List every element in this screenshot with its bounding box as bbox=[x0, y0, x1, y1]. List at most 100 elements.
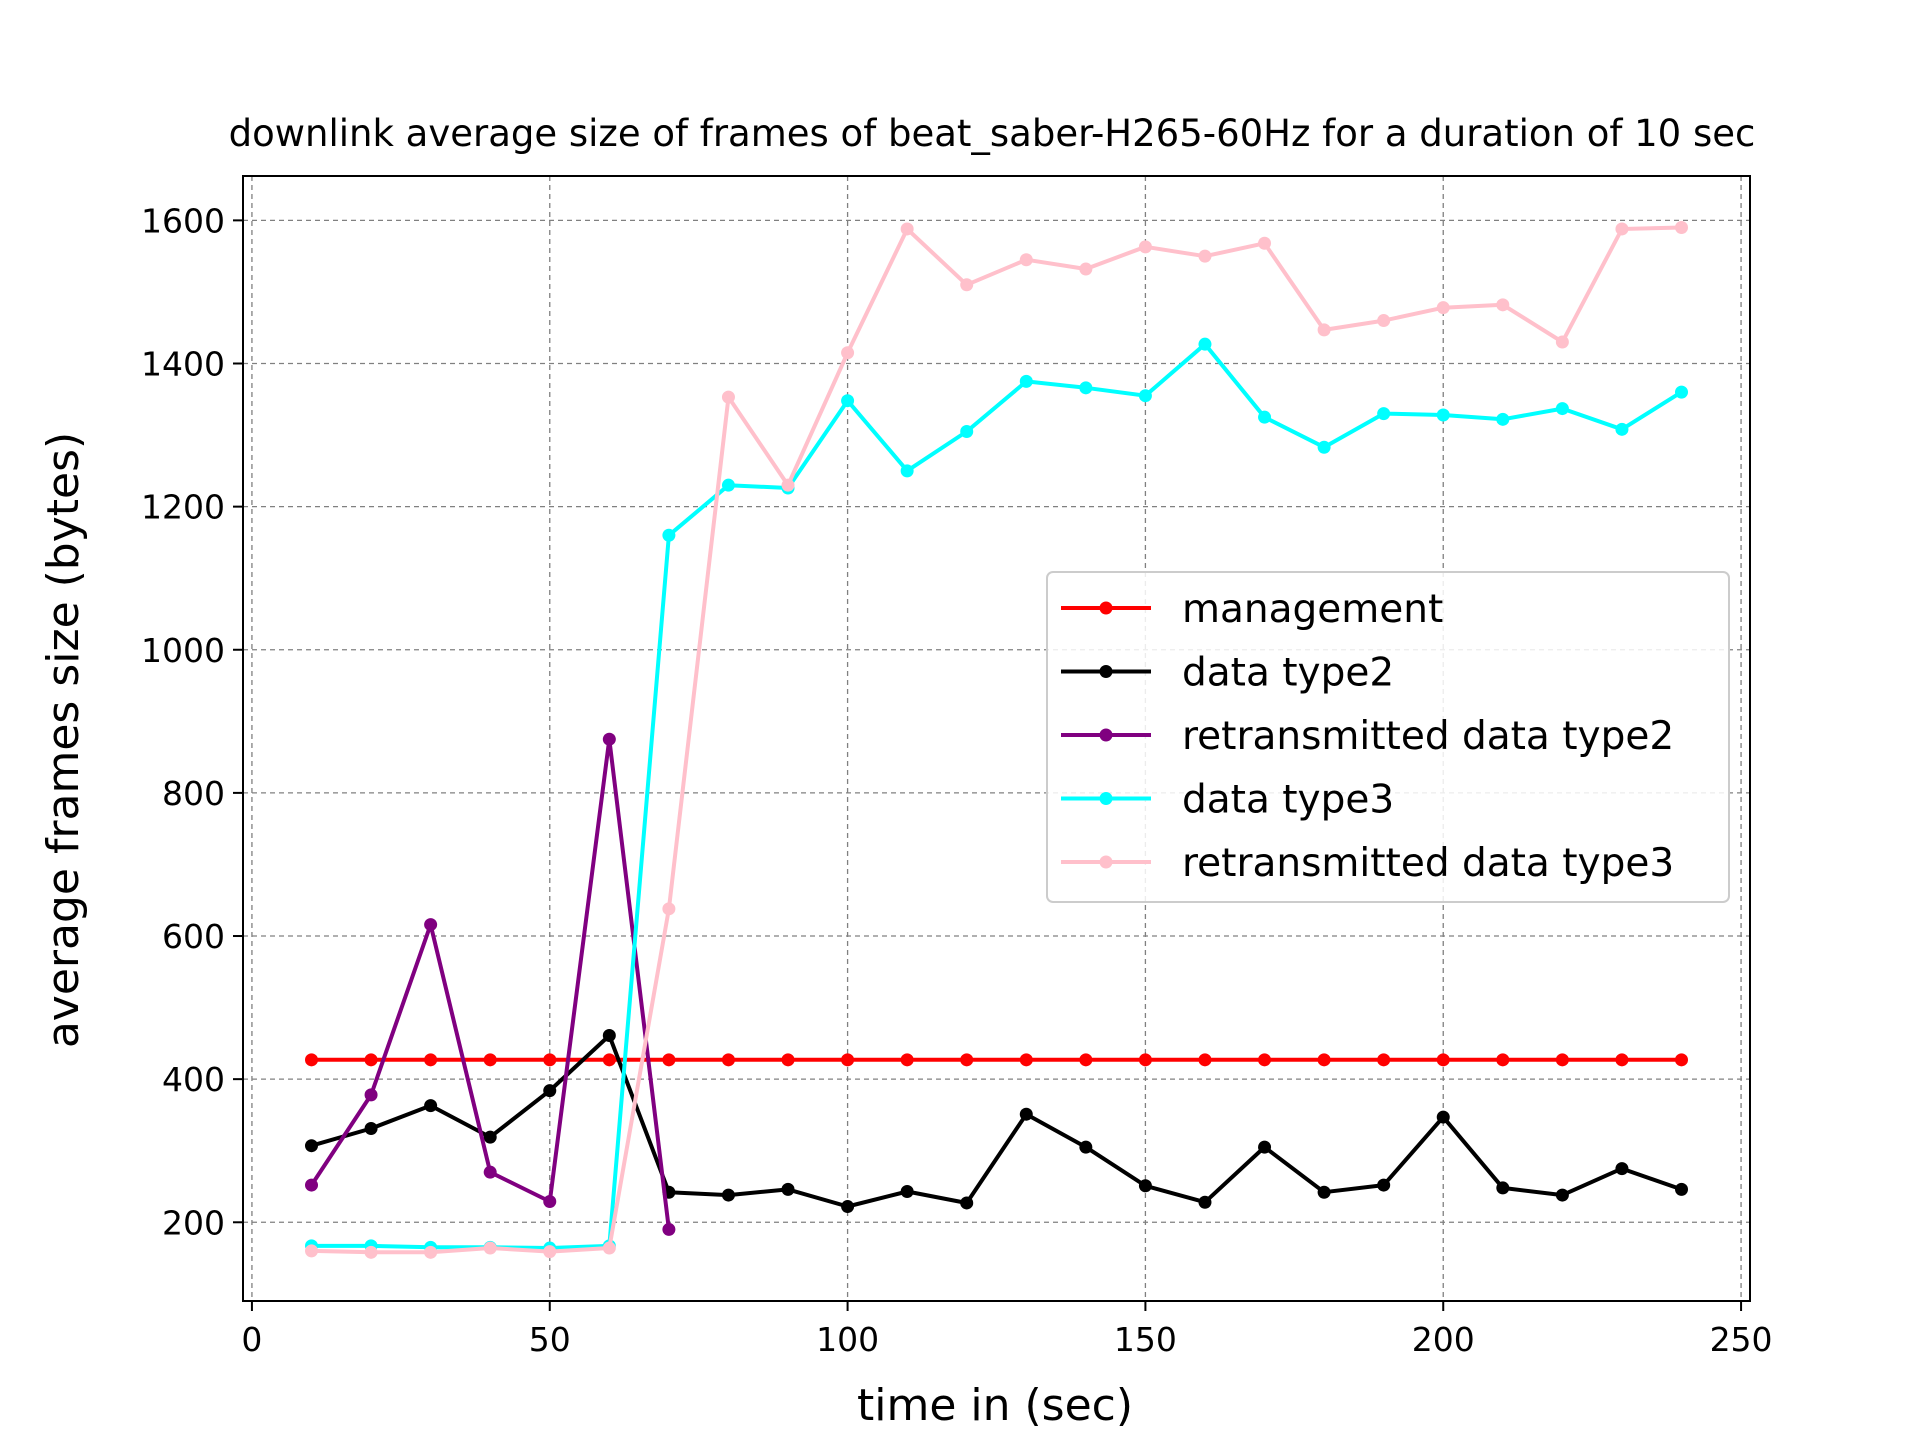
data-point bbox=[1555, 402, 1569, 416]
data-point bbox=[1555, 335, 1569, 349]
y-tick-label: 1000 bbox=[141, 631, 225, 670]
data-point bbox=[1019, 1107, 1033, 1121]
data-point bbox=[364, 1245, 378, 1259]
legend-swatch-marker bbox=[1099, 855, 1113, 869]
data-point bbox=[1198, 1195, 1212, 1209]
data-point bbox=[1258, 1140, 1272, 1154]
data-point bbox=[1496, 1053, 1510, 1067]
series-0 bbox=[305, 1053, 1688, 1067]
data-point bbox=[721, 390, 735, 404]
data-point bbox=[1436, 408, 1450, 422]
series-4 bbox=[305, 221, 1688, 1259]
data-point bbox=[602, 732, 616, 746]
data-point bbox=[364, 1122, 378, 1136]
legend-box bbox=[1046, 571, 1730, 903]
legend-entry: data type3 bbox=[1061, 778, 1394, 823]
data-point bbox=[543, 1245, 557, 1259]
series-1 bbox=[305, 1028, 1688, 1214]
data-point bbox=[602, 1053, 616, 1067]
series-line bbox=[311, 225, 1682, 1255]
data-point bbox=[483, 1130, 497, 1144]
y-tick-label: 600 bbox=[162, 917, 225, 956]
data-point bbox=[1615, 222, 1629, 236]
plot-frame bbox=[242, 175, 1751, 1302]
series-line bbox=[311, 342, 1683, 1250]
x-axis-title: time in (sec) bbox=[857, 1380, 1133, 1431]
data-point bbox=[1675, 221, 1688, 235]
data-point bbox=[841, 1200, 855, 1214]
data-point bbox=[1675, 385, 1688, 399]
data-point bbox=[1555, 1188, 1569, 1202]
data-point bbox=[483, 1165, 497, 1179]
y-tick-label: 400 bbox=[162, 1060, 225, 1099]
data-point bbox=[1198, 337, 1212, 351]
data-point bbox=[364, 1053, 378, 1067]
data-point bbox=[1615, 1053, 1629, 1067]
data-point bbox=[1019, 374, 1033, 388]
data-point bbox=[305, 1053, 318, 1067]
data-point bbox=[1317, 1185, 1331, 1199]
y-tick-label: 800 bbox=[162, 774, 225, 813]
data-point bbox=[1317, 323, 1331, 337]
x-tick-label: 150 bbox=[1114, 1320, 1177, 1359]
data-point bbox=[1138, 240, 1152, 254]
data-point bbox=[424, 1245, 438, 1259]
data-point bbox=[900, 222, 914, 236]
data-point bbox=[602, 1028, 616, 1042]
data-point bbox=[960, 278, 974, 292]
data-point bbox=[1198, 249, 1212, 263]
data-point bbox=[1138, 1053, 1152, 1067]
data-point bbox=[1258, 236, 1272, 250]
y-axis-title: average frames size (bytes) bbox=[38, 432, 89, 1048]
data-point bbox=[781, 478, 795, 492]
legend-label: retransmitted data type3 bbox=[1182, 841, 1674, 886]
data-point bbox=[1615, 422, 1629, 436]
data-point bbox=[662, 528, 676, 542]
data-point bbox=[1377, 407, 1391, 421]
data-point bbox=[424, 918, 438, 932]
data-point bbox=[841, 346, 855, 360]
legend-swatch-marker bbox=[1099, 601, 1113, 615]
data-point bbox=[1377, 1053, 1391, 1067]
data-point bbox=[1496, 1181, 1510, 1195]
chart-title: downlink average size of frames of beat_… bbox=[229, 112, 1756, 155]
legend-label: data type2 bbox=[1182, 651, 1394, 696]
x-tick-label: 200 bbox=[1412, 1320, 1475, 1359]
data-point bbox=[662, 1053, 676, 1067]
data-point bbox=[1019, 1053, 1033, 1067]
data-point bbox=[781, 1053, 795, 1067]
x-tick-label: 250 bbox=[1710, 1320, 1773, 1359]
data-point bbox=[1258, 1053, 1272, 1067]
data-point bbox=[483, 1241, 497, 1255]
data-point bbox=[721, 478, 735, 492]
data-point bbox=[424, 1099, 438, 1113]
data-point bbox=[1138, 1179, 1152, 1193]
legend-label: retransmitted data type2 bbox=[1182, 714, 1674, 759]
data-point bbox=[1675, 1182, 1688, 1196]
data-point bbox=[841, 1053, 855, 1067]
data-point bbox=[1317, 440, 1331, 454]
legend: management data type2 retransmitted data t… bbox=[1046, 571, 1730, 903]
axis-ticks: 0 50 100 150 200 250 200 400 600 800 1000 1200 1400 1… bbox=[141, 201, 1773, 1359]
series-group bbox=[305, 221, 1688, 1259]
data-point bbox=[1198, 1053, 1212, 1067]
data-point bbox=[721, 1188, 735, 1202]
data-point bbox=[305, 1244, 318, 1258]
data-point bbox=[1496, 412, 1510, 426]
data-point bbox=[1079, 1140, 1093, 1154]
data-point bbox=[900, 464, 914, 478]
data-point bbox=[721, 1053, 735, 1067]
x-tick-label: 0 bbox=[241, 1320, 262, 1359]
y-tick-label: 1600 bbox=[141, 201, 225, 240]
data-point bbox=[960, 424, 974, 438]
legend-swatch-marker bbox=[1099, 665, 1113, 678]
data-point bbox=[900, 1053, 914, 1067]
series-2 bbox=[305, 732, 676, 1236]
data-point bbox=[1079, 1053, 1093, 1067]
data-point bbox=[1675, 1053, 1688, 1067]
data-point bbox=[900, 1185, 914, 1199]
data-point bbox=[364, 1088, 378, 1102]
legend-entry: management bbox=[1061, 587, 1443, 632]
data-point bbox=[1555, 1053, 1569, 1067]
